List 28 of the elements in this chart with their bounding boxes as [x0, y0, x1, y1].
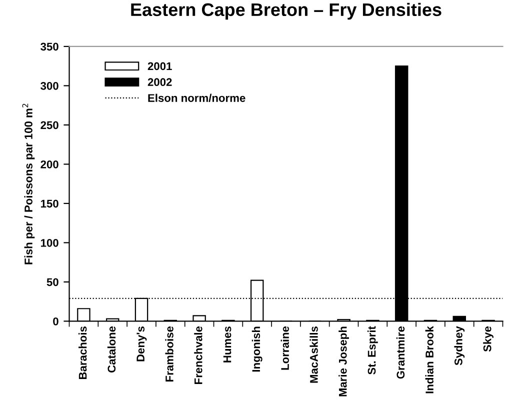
y-tick-label: 200	[40, 160, 58, 168]
y-tick-label: 250	[40, 121, 58, 130]
legend-label: 2001	[148, 62, 172, 70]
x-tick-label: Lorraine	[280, 326, 289, 370]
x-tick-label: Humes	[223, 326, 232, 362]
x-tick-label: Barachois	[78, 326, 87, 380]
x-tick-label: Catalone	[107, 326, 116, 373]
y-tick-label: 150	[41, 200, 58, 208]
y-tick-label: 350	[40, 42, 58, 51]
x-tick-label: Ingonish	[252, 326, 262, 372]
x-tick-label: MacAskills	[310, 326, 318, 383]
x-tick-label: Skye	[483, 326, 494, 352]
legend-label: 2002	[148, 78, 172, 86]
y-tick-label: 50	[46, 278, 58, 286]
y-tick-label: 100	[41, 238, 58, 247]
chart-title: Eastern Cape Breton – Fry Densities	[131, 2, 442, 20]
y-axis-title: Fish per / Poissons par 100 m$^{2}$	[22, 104, 35, 264]
x-tick-label: Framboise	[165, 326, 174, 382]
x-tick-label: Indian Brook	[425, 326, 434, 394]
x-tick-label: Frenchvale	[194, 326, 202, 384]
x-tick-label: Deny's	[136, 326, 147, 362]
x-tick-label: Marie Joseph	[338, 326, 349, 396]
legend-label: Elson norm/norme	[148, 94, 246, 102]
y-tick-label: 300	[40, 82, 58, 90]
x-tick-label: Grantmire	[396, 326, 405, 379]
x-tick-label: Sydney	[454, 326, 465, 366]
y-tick-label: 0	[53, 317, 58, 326]
x-tick-label: St. Esprit	[368, 326, 378, 374]
